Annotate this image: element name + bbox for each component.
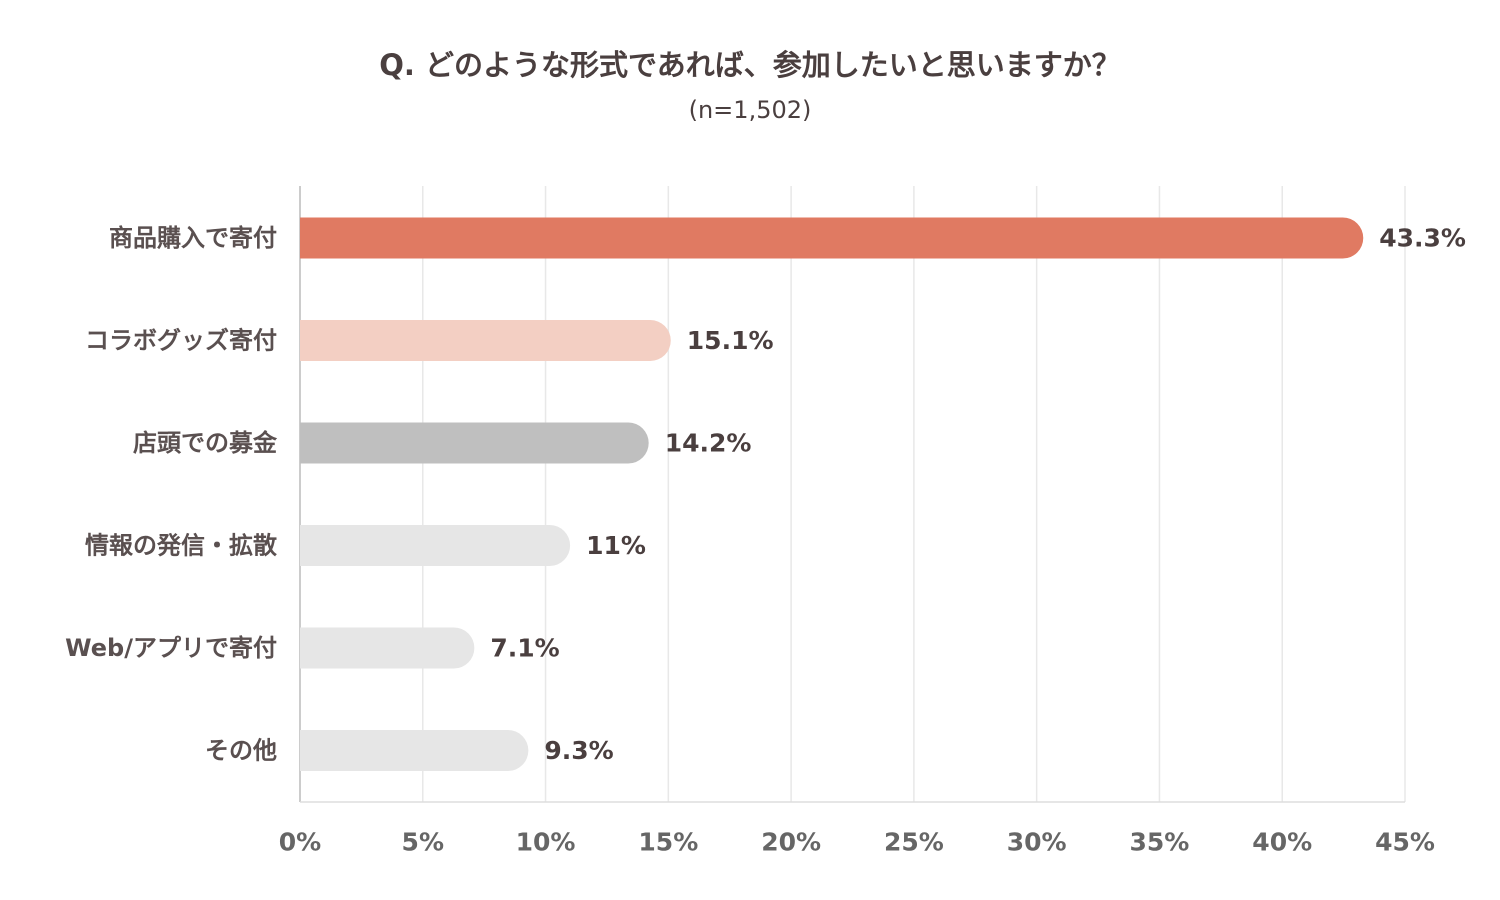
bar <box>300 320 671 361</box>
x-tick-label: 20% <box>761 828 821 857</box>
x-tick-label: 15% <box>638 828 698 857</box>
x-tick-label: 10% <box>516 828 576 857</box>
data-label: 43.3% <box>1379 224 1466 253</box>
x-tick-label: 35% <box>1130 828 1190 857</box>
bar <box>300 525 571 566</box>
data-label: 7.1% <box>490 634 559 663</box>
bar <box>300 422 649 464</box>
x-tick-label: 25% <box>884 828 944 857</box>
bar <box>300 627 475 669</box>
data-label: 11% <box>586 531 646 560</box>
category-label: 商品購入で寄付 <box>109 224 277 252</box>
x-tick-label: 0% <box>279 828 321 857</box>
category-label: 店頭での募金 <box>133 429 278 457</box>
bar <box>300 217 1364 259</box>
x-tick-label: 40% <box>1252 828 1312 857</box>
chart-title: Q. どのような形式であれば、参加したいと思いますか？ <box>379 48 1121 82</box>
category-label: 情報の発信・拡散 <box>85 532 277 560</box>
data-label: 9.3% <box>544 736 613 765</box>
x-tick-label: 30% <box>1007 828 1067 857</box>
data-label: 15.1% <box>687 326 774 355</box>
x-tick-label: 45% <box>1375 828 1435 857</box>
category-label: Web/アプリで寄付 <box>65 634 277 662</box>
bar <box>300 730 529 771</box>
category-label: コラボグッズ寄付 <box>85 327 277 355</box>
category-label: その他 <box>205 737 277 765</box>
x-tick-label: 5% <box>402 828 444 857</box>
chart-subtitle: (n=1,502) <box>688 96 812 124</box>
data-label: 14.2% <box>665 429 752 458</box>
